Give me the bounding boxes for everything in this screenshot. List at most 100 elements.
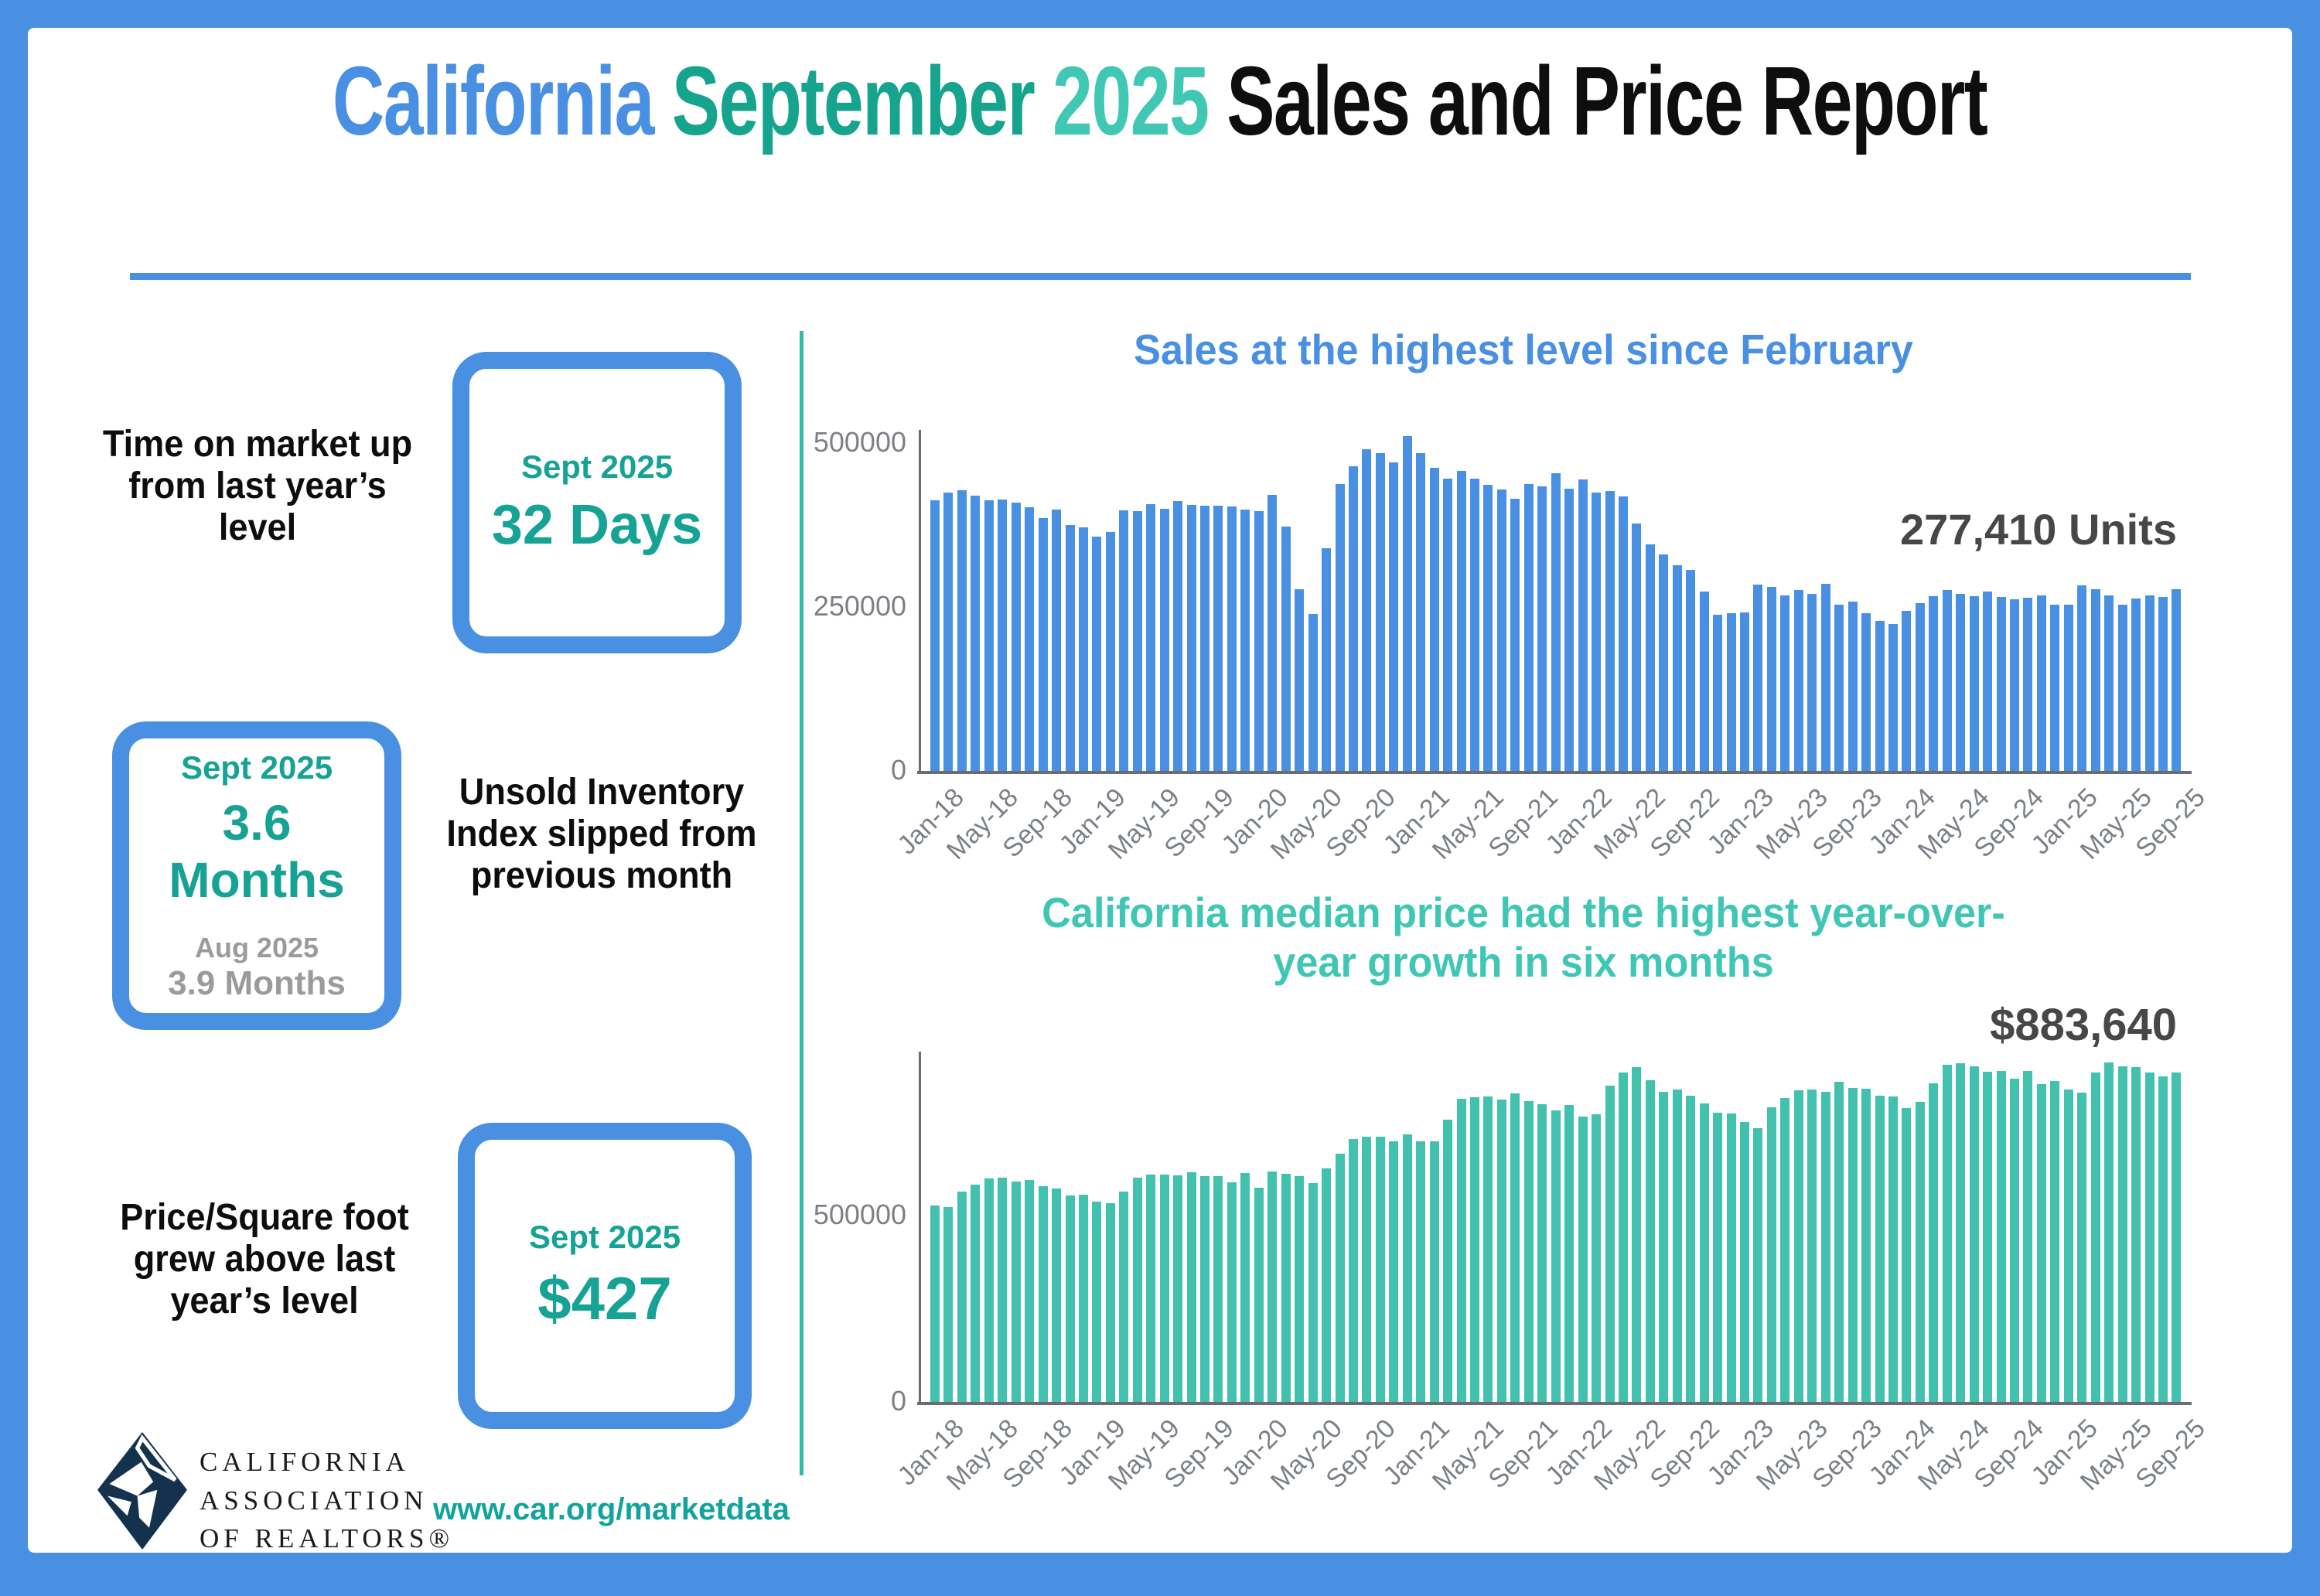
bar — [1186, 1171, 1196, 1402]
bar — [2158, 1076, 2168, 1402]
bar — [1969, 595, 1979, 771]
bar — [1793, 1090, 1803, 1402]
bar — [1281, 1174, 1291, 1402]
title-underline-rule — [130, 273, 2191, 280]
bar — [1375, 1137, 1385, 1402]
org-name: CALIFORNIA ASSOCIATION OF REALTORS® — [200, 1443, 454, 1558]
bar — [1065, 524, 1075, 771]
bar — [1065, 1195, 1075, 1402]
y-tick-label: 250000 — [813, 589, 906, 622]
bar — [1659, 1091, 1669, 1402]
bar — [1308, 1182, 1318, 1402]
bar — [1132, 1177, 1142, 1402]
bar — [1578, 479, 1588, 771]
unsold-inventory-box: Sept 2025 3.6 Months Aug 2025 3.9 Months — [112, 721, 401, 1030]
bar — [930, 1206, 940, 1402]
bar — [1875, 620, 1885, 771]
y-tick-label: 500000 — [813, 425, 906, 458]
bar — [1713, 1112, 1723, 1402]
bar — [1240, 509, 1250, 771]
bar — [1456, 1099, 1466, 1402]
bar — [1483, 485, 1493, 771]
bar — [2104, 1062, 2114, 1402]
bar — [1942, 1065, 1952, 1402]
bar — [1915, 1101, 1925, 1402]
bar — [2010, 1078, 2019, 1402]
bar — [1402, 436, 1412, 771]
bar — [1173, 501, 1183, 771]
bar — [1915, 602, 1925, 771]
bar — [1726, 1113, 1736, 1402]
bar — [2077, 585, 2087, 771]
bar — [1335, 483, 1345, 771]
time-on-market-value: 32 Days — [491, 494, 703, 556]
bar — [1308, 614, 1318, 771]
price-y-axis — [919, 1052, 921, 1405]
y-tick-label: 500000 — [813, 1199, 906, 1231]
bar — [1956, 594, 1966, 771]
bar — [1038, 1186, 1048, 1402]
bar — [2117, 1066, 2127, 1402]
bar — [2144, 595, 2155, 771]
vertical-divider — [800, 331, 803, 1475]
bar — [1820, 584, 1830, 771]
car-logo-icon — [97, 1432, 187, 1550]
bar — [1402, 1134, 1412, 1402]
bar — [1510, 1093, 1520, 1402]
bar — [1645, 544, 1655, 771]
bar — [1564, 489, 1575, 771]
price-annotation: $883,640 — [1990, 1000, 2177, 1050]
bar — [2023, 1071, 2033, 1402]
bar — [1523, 1100, 1534, 1402]
bar — [2077, 1093, 2087, 1402]
bar — [930, 500, 940, 771]
bar — [984, 1178, 994, 1402]
org-line-3: OF REALTORS® — [200, 1523, 455, 1554]
bar — [1295, 589, 1305, 771]
bar — [998, 1177, 1008, 1402]
bar — [1456, 470, 1466, 771]
bar — [1672, 564, 1682, 771]
org-line-2: ASSOCIATION — [200, 1485, 428, 1516]
bar — [1416, 1141, 1426, 1402]
bar — [1254, 511, 1264, 771]
bar — [1969, 1066, 1979, 1402]
bar — [1740, 612, 1749, 771]
bar — [1726, 613, 1736, 771]
bar — [1753, 1127, 1763, 1402]
bar — [1348, 466, 1358, 771]
bar — [2050, 1081, 2060, 1402]
bar — [1686, 570, 1696, 771]
bar — [1875, 1095, 1885, 1402]
time-on-market-box: Sept 2025 32 Days — [452, 352, 742, 653]
bar — [1375, 452, 1385, 771]
bar — [1429, 1141, 1439, 1402]
marketdata-url: www.car.org/marketdata — [433, 1492, 790, 1526]
bar — [1766, 1107, 1776, 1402]
bar — [1632, 523, 1642, 771]
bar — [1902, 1108, 1912, 1402]
bar — [2131, 1066, 2141, 1402]
bar — [1605, 490, 1615, 771]
bar — [1335, 1154, 1345, 1402]
bar — [1038, 518, 1048, 771]
bar — [1159, 508, 1169, 771]
price-x-axis — [917, 1402, 2192, 1405]
bar — [1146, 503, 1156, 771]
bar — [1592, 1114, 1602, 1402]
bar — [1766, 586, 1776, 771]
bar — [2036, 595, 2046, 771]
bar — [1011, 503, 1021, 771]
bar — [1092, 1201, 1102, 1402]
bar — [1078, 1194, 1088, 1402]
bar — [971, 1184, 981, 1402]
bar — [971, 495, 981, 771]
bar — [1510, 499, 1520, 771]
bar — [1200, 506, 1209, 771]
bar — [1618, 496, 1628, 771]
sales-x-axis — [917, 771, 2192, 774]
bar — [1861, 612, 1871, 771]
bar — [1578, 1117, 1588, 1402]
bar — [1132, 511, 1142, 771]
